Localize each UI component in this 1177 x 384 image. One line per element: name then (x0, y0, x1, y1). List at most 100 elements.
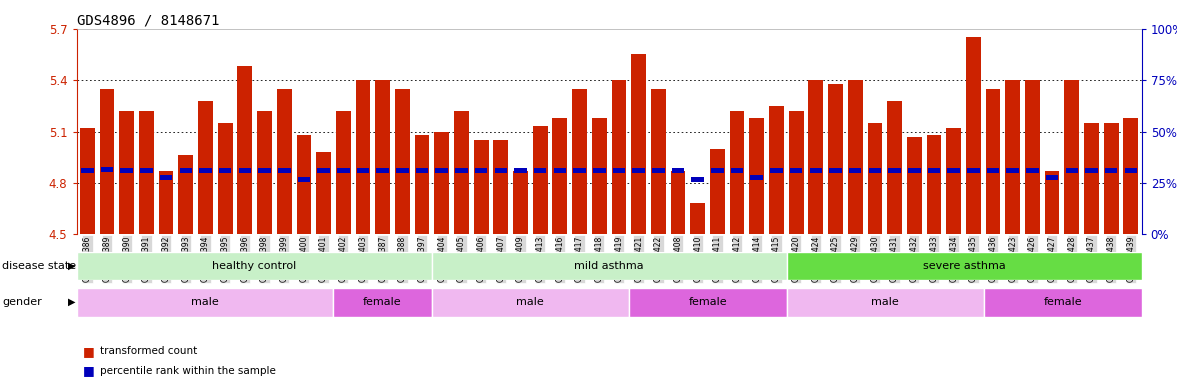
Bar (198, 101, 213, 234)
Bar (769, 106, 784, 234)
Bar (494, 169, 507, 173)
Text: healthy control: healthy control (212, 261, 297, 271)
Bar (1065, 169, 1078, 173)
Bar (592, 118, 606, 234)
Bar (278, 169, 291, 173)
Bar (593, 169, 605, 173)
Text: gender: gender (2, 297, 42, 307)
Bar (317, 152, 331, 234)
Bar (140, 169, 153, 173)
Bar (239, 169, 251, 173)
Bar (1085, 169, 1098, 173)
Bar (1084, 123, 1099, 234)
Bar (77, 288, 333, 317)
Bar (415, 169, 428, 173)
Bar (160, 175, 172, 180)
Bar (397, 169, 408, 173)
Bar (889, 169, 900, 173)
Bar (277, 89, 292, 234)
Text: ■: ■ (82, 345, 94, 358)
Bar (786, 252, 1142, 280)
Bar (829, 84, 843, 234)
Bar (238, 66, 252, 234)
Bar (257, 111, 272, 234)
Bar (493, 140, 508, 234)
Bar (180, 169, 192, 173)
Bar (572, 89, 587, 234)
Bar (751, 175, 763, 180)
Bar (710, 149, 725, 234)
Bar (533, 126, 547, 234)
Bar (847, 80, 863, 234)
Bar (1124, 169, 1137, 173)
Bar (984, 288, 1142, 317)
Text: GDS4896 / 8148671: GDS4896 / 8148671 (77, 14, 219, 28)
Bar (651, 89, 666, 234)
Bar (671, 171, 685, 234)
Bar (81, 169, 94, 173)
Bar (672, 169, 684, 173)
Bar (907, 169, 920, 173)
Text: percentile rank within the sample: percentile rank within the sample (100, 366, 275, 376)
Bar (395, 89, 410, 234)
Bar (297, 135, 311, 234)
Bar (435, 169, 448, 173)
Bar (790, 169, 803, 173)
Text: female: female (363, 297, 401, 308)
Bar (258, 169, 271, 173)
Bar (632, 169, 645, 173)
Bar (907, 137, 922, 234)
Text: ▶: ▶ (68, 297, 75, 307)
Bar (513, 171, 527, 234)
Bar (731, 169, 744, 173)
Bar (218, 123, 233, 234)
Bar (552, 118, 567, 234)
Text: male: male (191, 297, 219, 308)
Bar (199, 169, 212, 173)
Bar (77, 252, 432, 280)
Text: disease state: disease state (2, 261, 77, 271)
Bar (298, 177, 311, 182)
Bar (770, 169, 783, 173)
Bar (629, 288, 786, 317)
Bar (553, 169, 566, 173)
Bar (966, 37, 980, 234)
Bar (120, 169, 133, 173)
Bar (1046, 175, 1058, 180)
Bar (80, 128, 94, 234)
Bar (612, 80, 626, 234)
Text: ■: ■ (82, 364, 94, 377)
Bar (432, 252, 786, 280)
Bar (1105, 169, 1117, 173)
Bar (631, 55, 646, 234)
Bar (335, 111, 351, 234)
Text: transformed count: transformed count (100, 346, 198, 356)
Bar (809, 80, 823, 234)
Bar (946, 128, 962, 234)
Bar (357, 169, 370, 173)
Bar (337, 169, 350, 173)
Bar (455, 169, 467, 173)
Bar (375, 80, 390, 234)
Bar (887, 101, 902, 234)
Bar (101, 167, 113, 172)
Bar (377, 169, 388, 173)
Bar (869, 169, 882, 173)
Bar (926, 135, 942, 234)
Bar (318, 169, 330, 173)
Bar (119, 111, 134, 234)
Bar (179, 156, 193, 234)
Bar (100, 89, 114, 234)
Bar (652, 169, 665, 173)
Bar (139, 111, 154, 234)
Bar (534, 169, 546, 173)
Bar (849, 169, 862, 173)
Text: mild asthma: mild asthma (574, 261, 644, 271)
Bar (986, 169, 999, 173)
Bar (333, 288, 432, 317)
Text: female: female (689, 297, 727, 308)
Bar (927, 169, 940, 173)
Bar (613, 169, 625, 173)
Bar (514, 169, 527, 173)
Bar (1104, 123, 1118, 234)
